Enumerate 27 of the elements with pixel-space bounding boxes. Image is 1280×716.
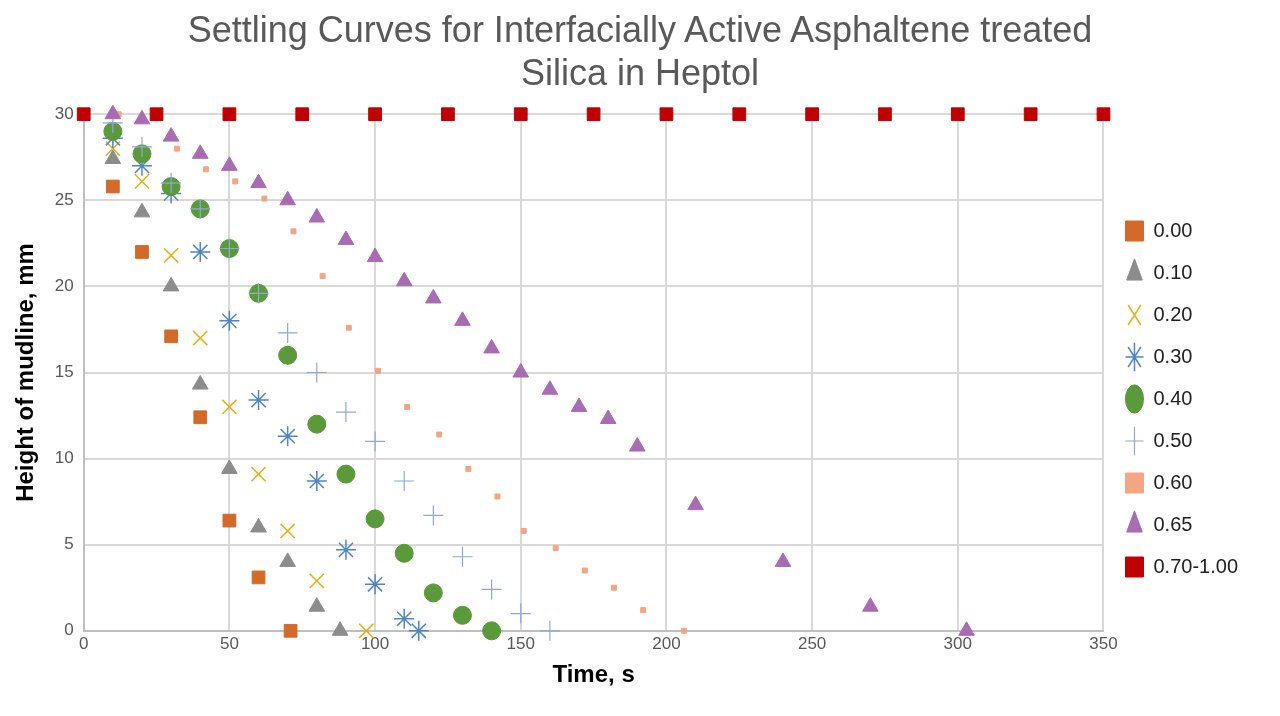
y-tick-label: 10: [54, 448, 74, 468]
legend-label: 0.60: [1153, 470, 1193, 493]
legend-label: 0.20: [1153, 302, 1193, 325]
legend-label: 0.70-1.00: [1153, 554, 1238, 577]
y-tick-label: 5: [64, 534, 74, 554]
legend-label: 0.00: [1153, 218, 1193, 241]
legend-label: 0.10: [1153, 260, 1193, 283]
legend-label: 0.50: [1153, 428, 1193, 451]
x-tick-label: 0: [78, 633, 89, 653]
legend-label: 0.65: [1153, 512, 1193, 535]
legend-label: 0.30: [1153, 344, 1193, 367]
x-tick-label: 150: [506, 633, 535, 653]
y-tick-label: 20: [54, 276, 74, 296]
x-tick-label: 300: [943, 633, 972, 653]
y-tick-label: 15: [54, 362, 74, 382]
x-tick-label: 200: [652, 633, 681, 653]
y-tick-label: 30: [54, 103, 74, 123]
legend-label: 0.40: [1153, 386, 1193, 409]
y-tick-label: 0: [64, 620, 74, 640]
chart-title: Settling Curves for Interfacially Active Asphaltene treated Silica in Heptol: [186, 8, 1094, 94]
y-tick-label: 25: [54, 189, 74, 209]
x-tick-label: 250: [797, 633, 827, 653]
y-axis-title: Height of mudline, mm: [11, 243, 39, 502]
x-axis-title: Time, s: [552, 660, 635, 688]
x-tick-label: 350: [1089, 633, 1118, 653]
x-tick-label: 100: [360, 633, 390, 653]
x-tick-label: 50: [219, 633, 239, 653]
